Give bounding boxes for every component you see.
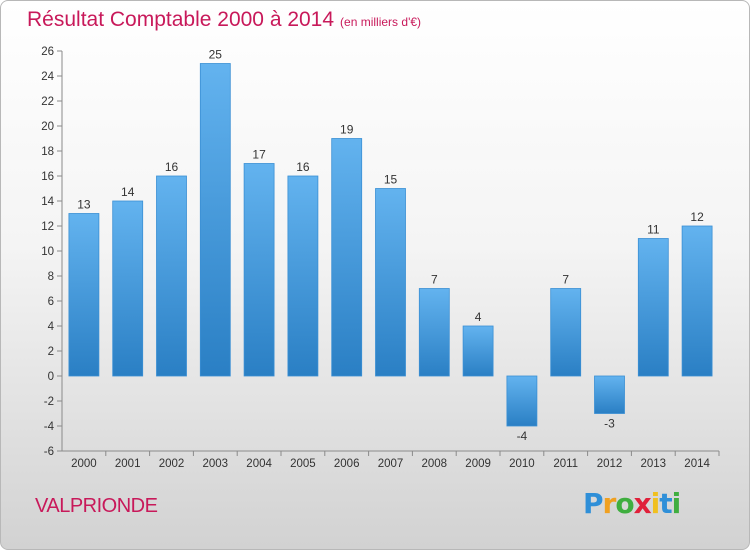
bar-value-label: 7 [431, 273, 438, 287]
x-tick-label: 2000 [71, 458, 97, 470]
y-tick-label: 26 [41, 46, 54, 58]
bar-value-label: 16 [296, 160, 310, 174]
logo-letter: P [583, 487, 604, 520]
bar [68, 213, 100, 377]
y-tick-label: 18 [41, 146, 54, 158]
x-tick-label: 2010 [509, 458, 535, 470]
y-tick-label: 16 [41, 171, 54, 183]
bar [287, 175, 319, 377]
x-tick-label: 2001 [115, 458, 141, 470]
chart-title: Résultat Comptable 2000 à 2014 (en millie… [27, 8, 422, 31]
x-tick-label: 2007 [378, 458, 404, 470]
bar [418, 288, 450, 377]
bar [243, 163, 275, 377]
logo-letter: i [671, 487, 682, 520]
logo-letter: t [659, 487, 672, 520]
bar [199, 63, 231, 377]
commune-name: VALPRIONDE [35, 495, 158, 517]
x-tick-label: 2002 [159, 458, 185, 470]
proxiti-logo: Proxiti [583, 487, 682, 520]
bar [331, 138, 363, 377]
bar [550, 288, 582, 377]
x-tick-label: 2014 [684, 458, 710, 470]
y-tick-label: 0 [48, 371, 54, 383]
y-tick-label: 10 [41, 246, 54, 258]
y-tick-label: -6 [44, 446, 54, 458]
bars-group: 13 14 16 25 17 16 19 15 7 4 -4 7 -3 11 12 [68, 48, 713, 443]
y-tick-label: 20 [41, 121, 54, 133]
x-tick-label: 2009 [465, 458, 491, 470]
y-tick-label: 22 [41, 96, 54, 108]
y-tick-label: -4 [44, 421, 55, 433]
x-tick-label: 2003 [203, 458, 229, 470]
logo-letter: o [615, 487, 634, 520]
chart-subtitle: (en milliers d'€) [340, 15, 422, 29]
logo-letter: x [633, 487, 652, 520]
bar-value-label: 4 [475, 310, 482, 324]
x-tick-label: 2004 [246, 458, 272, 470]
bar-value-label: 17 [252, 148, 266, 162]
bar-value-label: 16 [165, 160, 179, 174]
bar [506, 375, 538, 427]
y-tick-label: 8 [48, 271, 54, 283]
bar [375, 188, 406, 377]
y-tick-label: 12 [41, 221, 54, 233]
logo-letter: i [650, 487, 661, 520]
bar [156, 175, 187, 377]
x-tick-label: 2006 [334, 458, 360, 470]
bar [637, 238, 669, 377]
bar [112, 200, 144, 377]
bar-value-label: 14 [121, 185, 135, 199]
logo-letter: r [602, 487, 617, 520]
bar-value-label: 25 [209, 48, 223, 62]
x-tick-label: 2012 [597, 458, 623, 470]
x-tick-label: 2005 [290, 458, 316, 470]
bar-value-label: 7 [562, 273, 569, 287]
x-tick-label: 2013 [641, 458, 667, 470]
y-tick-label: 4 [48, 321, 55, 333]
x-tick-label: 2008 [422, 458, 448, 470]
bar-value-label: 12 [690, 210, 704, 224]
y-tick-label: 14 [41, 196, 54, 208]
bar-value-label: 11 [647, 223, 660, 237]
y-tick-label: -2 [44, 396, 54, 408]
y-tick-label: 6 [48, 296, 54, 308]
bar-value-label: 15 [384, 173, 398, 187]
bar-value-label: -4 [517, 429, 528, 443]
x-tick-label: 2011 [553, 458, 578, 470]
bar-value-label: -3 [604, 417, 615, 431]
y-tick-label: 24 [41, 71, 54, 83]
bar [594, 375, 625, 414]
bar-value-label: 13 [77, 198, 91, 212]
bar [681, 225, 713, 377]
y-tick-label: 2 [48, 346, 54, 358]
bar-value-label: 19 [340, 123, 354, 137]
bar [462, 325, 494, 377]
